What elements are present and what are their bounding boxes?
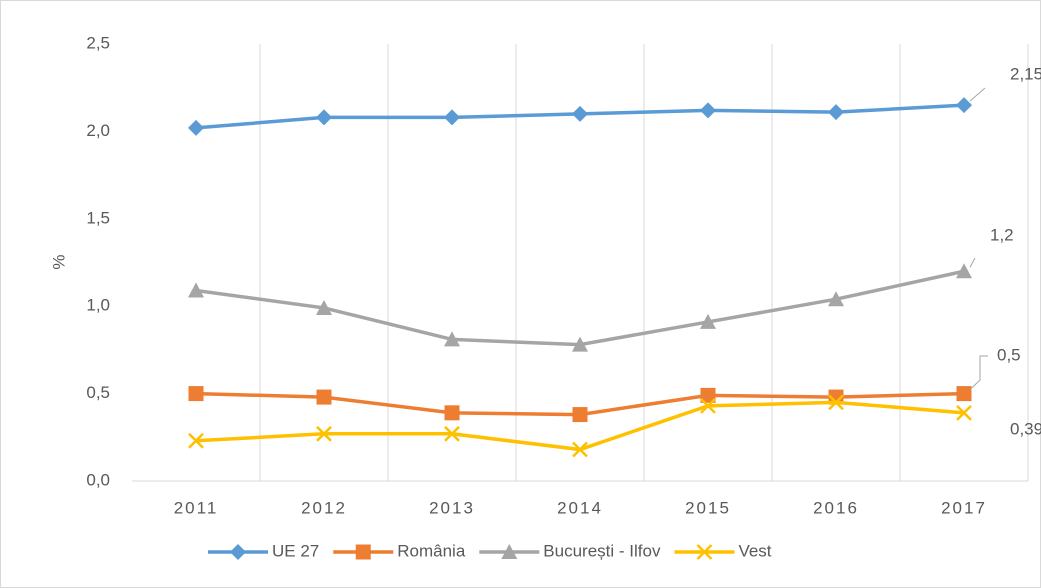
- marker: [188, 119, 204, 136]
- marker: [828, 394, 844, 411]
- x-tick-label: 2015: [685, 498, 731, 517]
- marker: [696, 544, 713, 560]
- x-tick-label: 2017: [941, 498, 987, 517]
- marker: [188, 282, 204, 298]
- marker: [700, 102, 716, 119]
- marker: [700, 387, 716, 403]
- marker: [444, 425, 460, 442]
- marker: [956, 97, 972, 114]
- leader-line: [969, 257, 976, 268]
- marker: [956, 386, 972, 402]
- y-tick-label: 0,5: [86, 383, 110, 402]
- leader-line: [969, 355, 988, 390]
- data-label: 2,15: [1010, 64, 1041, 83]
- data-label: 0,5: [997, 345, 1021, 364]
- y-tick-label: 2,5: [86, 33, 110, 52]
- marker: [956, 404, 972, 421]
- x-tick-label: 2014: [557, 498, 603, 517]
- y-tick-label: 0,0: [86, 470, 110, 489]
- data-label: 0,39: [1010, 419, 1041, 438]
- marker: [316, 109, 332, 126]
- marker: [188, 386, 204, 402]
- legend-label: Vest: [738, 541, 771, 560]
- marker: [572, 441, 588, 458]
- y-tick-label: 2,0: [86, 121, 110, 140]
- marker: [700, 397, 716, 414]
- legend-label: România: [397, 541, 466, 560]
- x-tick-label: 2011: [174, 498, 219, 517]
- marker: [355, 544, 371, 560]
- marker: [316, 389, 332, 405]
- marker: [828, 291, 844, 307]
- leader-line: [969, 87, 986, 102]
- marker: [316, 425, 332, 442]
- data-label: 1,2: [990, 225, 1014, 244]
- marker: [188, 432, 204, 449]
- x-tick-label: 2013: [429, 498, 475, 517]
- marker: [572, 105, 588, 122]
- marker: [230, 544, 246, 560]
- y-tick-label: 1,5: [86, 208, 110, 227]
- legend-label: București - Ilfov: [543, 541, 661, 560]
- marker: [444, 331, 460, 347]
- marker: [572, 336, 588, 352]
- x-tick-label: 2012: [301, 498, 347, 517]
- legend-label: UE 27: [272, 541, 319, 560]
- marker: [444, 109, 460, 126]
- marker: [572, 407, 588, 423]
- marker: [828, 104, 844, 121]
- marker: [700, 313, 716, 329]
- y-axis-label: %: [49, 254, 68, 269]
- marker: [956, 263, 972, 279]
- y-tick-label: 1,0: [86, 296, 110, 315]
- marker: [444, 405, 460, 421]
- marker: [316, 299, 332, 315]
- x-tick-label: 2016: [813, 498, 859, 517]
- marker: [501, 544, 518, 559]
